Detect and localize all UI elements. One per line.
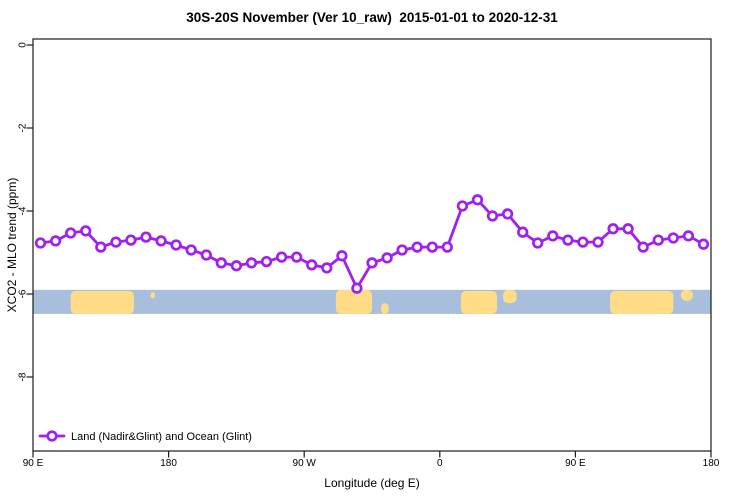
y-tick-label: -8 <box>18 372 29 381</box>
data-point-marker <box>622 223 634 235</box>
data-point-marker <box>577 236 589 248</box>
data-point-marker <box>125 234 137 246</box>
data-point-marker <box>49 235 62 247</box>
data-point-marker <box>336 250 348 262</box>
y-tick-label: 0 <box>18 42 29 48</box>
x-tick-label: 180 <box>160 458 177 469</box>
data-point-marker <box>306 259 318 271</box>
data-point-marker <box>592 236 604 248</box>
land-patch-island-speck-1 <box>150 292 156 299</box>
data-point-marker <box>637 241 649 253</box>
data-point-marker <box>185 244 197 256</box>
data-point-marker <box>260 255 273 268</box>
data-point-marker <box>456 200 469 212</box>
data-point-marker <box>471 194 484 206</box>
land-patch-australia-east-pass <box>610 290 674 314</box>
legend-marker-icon <box>46 430 58 442</box>
data-point-marker <box>200 249 212 261</box>
data-point-marker <box>65 227 77 239</box>
data-point-marker <box>230 260 243 272</box>
x-axis-title: Longitude (deg E) <box>324 476 420 490</box>
data-point-marker <box>110 236 122 248</box>
x-tick-label: 90 W <box>293 458 317 469</box>
data-point-marker <box>547 230 559 242</box>
data-point-marker <box>426 241 438 253</box>
data-point-marker <box>245 257 258 269</box>
data-point-marker <box>532 237 544 249</box>
data-point-marker <box>667 232 679 244</box>
data-point-marker <box>441 241 453 253</box>
data-point-marker <box>140 231 152 243</box>
data-point-marker <box>170 239 182 251</box>
data-point-marker <box>607 223 619 235</box>
data-point-marker <box>411 241 423 253</box>
x-tick-label: 180 <box>703 458 720 469</box>
land-patch-new-caledonia <box>680 289 693 301</box>
land-patch-madagascar <box>503 289 517 304</box>
data-point-marker <box>215 257 227 269</box>
data-point-marker <box>501 208 514 220</box>
data-point-marker <box>652 234 664 246</box>
data-point-marker <box>34 237 47 249</box>
data-point-marker <box>351 282 363 294</box>
x-tick-label: 90 E <box>23 458 44 469</box>
land-patch-australia-west-pass <box>70 290 134 314</box>
land-patch-island-speck-2 <box>381 303 389 314</box>
data-point-marker <box>697 238 710 250</box>
land-patch-southern-africa <box>460 291 498 314</box>
y-tick-label: -4 <box>18 206 29 215</box>
x-tick-label: 0 <box>437 458 443 469</box>
data-point-marker <box>366 257 378 269</box>
data-point-marker <box>95 241 107 253</box>
data-point-marker <box>155 235 167 247</box>
trend-line <box>39 198 705 290</box>
x-tick-label: 90 E <box>565 458 586 469</box>
data-point-marker <box>562 234 574 246</box>
y-tick-label: -6 <box>18 289 29 298</box>
data-point-marker <box>396 244 408 256</box>
data-point-marker <box>486 210 499 222</box>
plot-border <box>32 38 712 452</box>
data-point-marker <box>682 230 695 242</box>
data-point-marker <box>517 226 529 238</box>
land-patch-south-america <box>335 289 372 314</box>
chart-title: 30S-20S November (Ver 10_raw) 2015-01-01… <box>186 10 558 25</box>
data-point-marker <box>275 251 288 263</box>
data-point-marker <box>291 251 303 263</box>
y-tick-label: -2 <box>18 123 29 132</box>
y-axis-title: XCO2 - MLO trend (ppm) <box>5 177 19 313</box>
data-point-marker <box>321 262 333 274</box>
data-point-marker <box>80 225 92 237</box>
legend-label: Land (Nadir&Glint) and Ocean (Glint) <box>71 431 252 443</box>
data-point-marker <box>381 252 393 264</box>
